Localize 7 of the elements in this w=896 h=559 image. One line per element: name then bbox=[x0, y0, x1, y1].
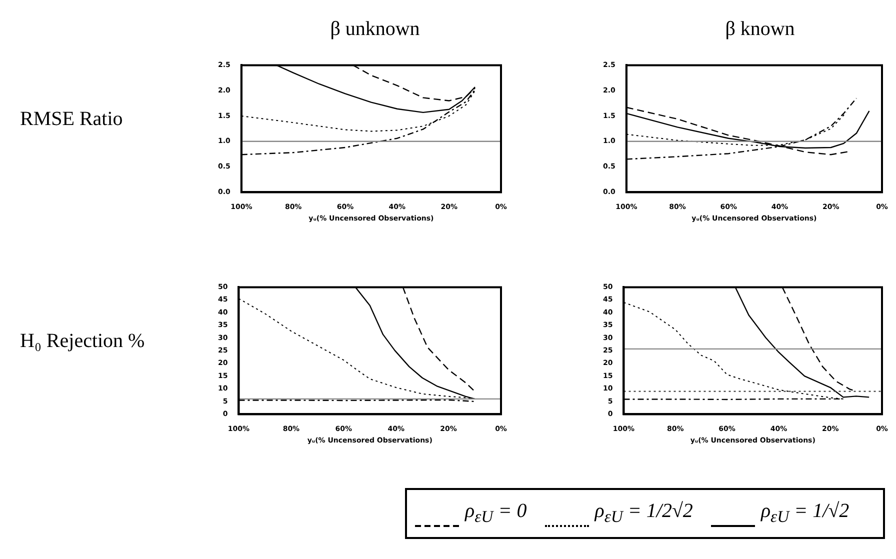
legend-label: ρ$_{εU}$ = 1/2√2 bbox=[594, 500, 693, 527]
legend-label: ρ$_{εU}$ = 0 bbox=[465, 500, 527, 527]
chart-title: β known bbox=[724, 18, 796, 41]
legend-label: ρ$_{εU}$ = 1/√2 bbox=[760, 500, 850, 527]
chart-title: β unknown bbox=[329, 18, 421, 41]
y-axis-title: RMSE Ratio bbox=[20, 108, 124, 131]
y-axis-title: H₀ Rejection % bbox=[20, 330, 146, 353]
